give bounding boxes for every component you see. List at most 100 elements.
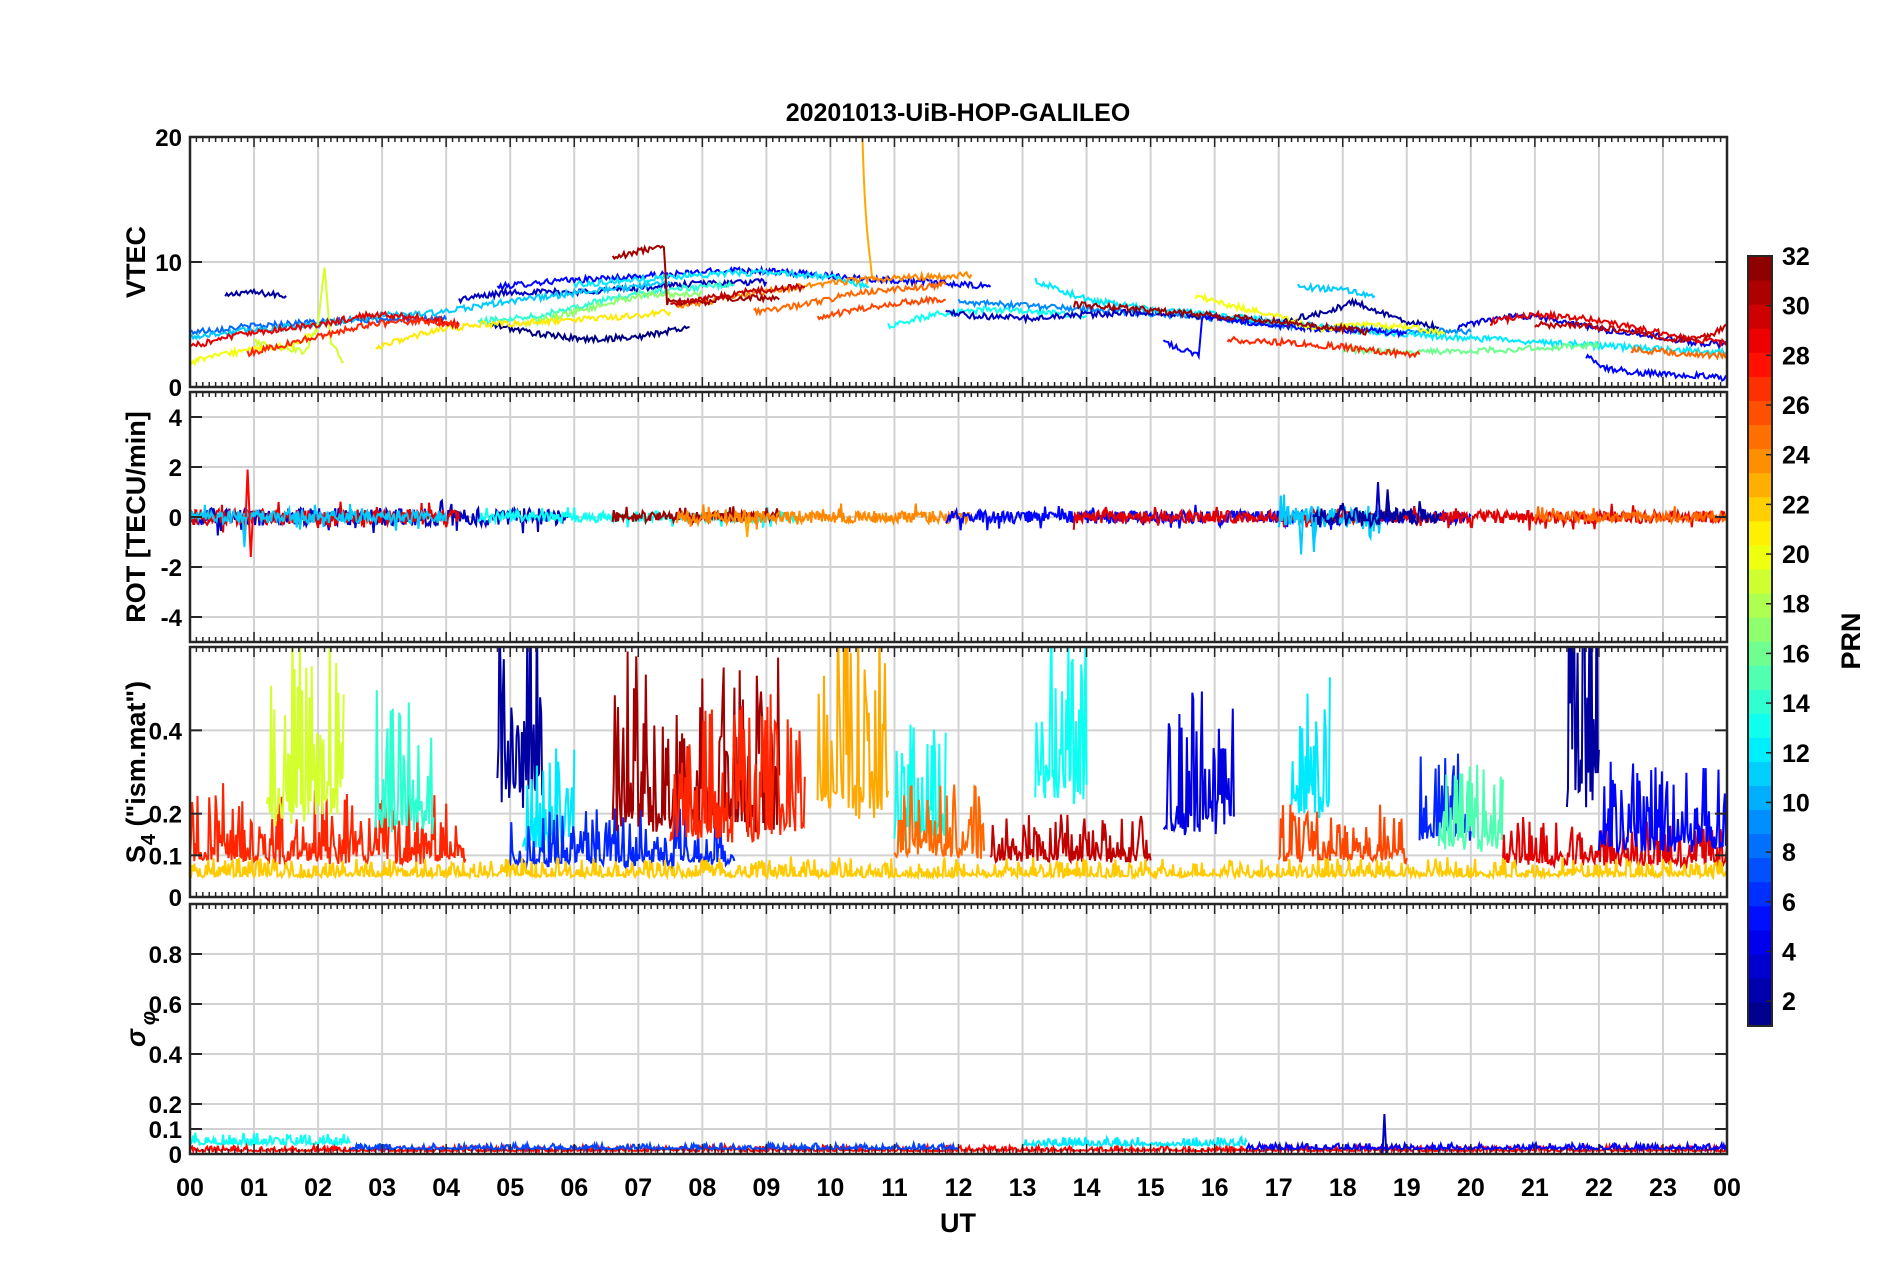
- colorbar-segment: [1748, 304, 1772, 329]
- s4-series-prn-23: [816, 647, 890, 819]
- x-tick-label: 17: [1265, 1174, 1293, 1202]
- colorbar-segment: [1748, 881, 1772, 907]
- rot-spike-prn-11: [1298, 516, 1304, 555]
- s4-series-prn-26: [1277, 804, 1408, 866]
- x-tick-label: 23: [1649, 1174, 1677, 1202]
- colorbar-segment: [1748, 616, 1772, 642]
- s4-series-prn-27: [669, 694, 806, 844]
- vtec-series-prn-25: [1630, 344, 1727, 361]
- colorbar-segment: [1748, 280, 1772, 305]
- s4-series-prn-5: [1597, 761, 1727, 855]
- sigma_phi-series-prn-12: [1021, 1134, 1248, 1150]
- y-tick-label: -2: [161, 555, 182, 582]
- colorbar-segment: [1748, 689, 1772, 714]
- colorbar-segment: [1748, 761, 1772, 786]
- y-tick-label: 0.1: [149, 843, 182, 870]
- y-tick-label: 4: [169, 405, 183, 432]
- y-axis-label-rot: ROT [TECU/min]: [121, 411, 151, 622]
- colorbar-tick-label: 28: [1782, 342, 1810, 370]
- y-axis-label-s4: S4 ("ism.mat"): [121, 681, 160, 863]
- colorbar-tick-label: 26: [1782, 392, 1810, 420]
- chart-title: 20201013-UiB-HOP-GALILEO: [786, 99, 1131, 127]
- vtec-series-prn-30: [669, 282, 805, 308]
- panel-frame: [188, 902, 1729, 1156]
- vtec-series-prn-27: [246, 316, 460, 358]
- y-axis-label-vtec: VTEC: [121, 226, 151, 298]
- sigma_phi-spike-prn-3: [1381, 1113, 1388, 1154]
- y-tick-label: 0.2: [149, 1092, 182, 1119]
- x-tick-label: 01: [240, 1174, 268, 1202]
- colorbar-segment: [1748, 833, 1772, 859]
- x-tick-label: 10: [817, 1174, 845, 1202]
- x-tick-label: 15: [1137, 1174, 1165, 1202]
- colorbar-segment: [1748, 785, 1772, 811]
- s4-series-prn-2: [496, 647, 544, 808]
- rot-spike-prn-28: [247, 516, 254, 558]
- y-tick-label: 0: [169, 1142, 182, 1169]
- colorbar-tick-label: 4: [1782, 938, 1796, 966]
- colorbar-segment: [1748, 905, 1772, 931]
- x-tick-label: 02: [304, 1174, 332, 1202]
- s4-series-prn-13: [1034, 647, 1088, 805]
- rot-spike-prn-3: [1375, 481, 1381, 518]
- y-tick-label: 0: [169, 885, 182, 912]
- s4-series-prn-2: [1565, 647, 1600, 808]
- colorbar-segment: [1748, 520, 1772, 546]
- x-tick-label: 04: [432, 1174, 460, 1202]
- colorbar-segment: [1748, 544, 1772, 570]
- rot-spike-prn-2: [1384, 489, 1391, 518]
- colorbar-segment: [1748, 568, 1772, 594]
- colorbar-segment: [1748, 352, 1772, 377]
- y-tick-label: 10: [155, 250, 182, 277]
- panel-s4: 0 0.1 0.2 0.4S4 ("ism.mat"): [121, 645, 1729, 912]
- s4-series-prn-12: [1290, 677, 1331, 819]
- vtec-series-prn-5: [1585, 353, 1727, 383]
- series-group: [190, 647, 1727, 881]
- y-tick-label: 0.4: [149, 1042, 183, 1069]
- colorbar-tick-label: 2: [1782, 988, 1796, 1016]
- rot-spike-prn-11: [1311, 516, 1317, 553]
- s4-series-prn-22: [190, 856, 1727, 881]
- colorbar-tick-label: 8: [1782, 839, 1796, 867]
- colorbar-segment: [1748, 857, 1772, 883]
- vtec-series-prn-2: [1277, 297, 1440, 331]
- colorbar-segment: [1748, 929, 1772, 955]
- colorbar-segment: [1748, 1001, 1772, 1027]
- y-tick-label: 0.8: [149, 942, 182, 969]
- colorbar-label: PRN: [1836, 612, 1866, 669]
- vtec-series-prn-17: [522, 288, 703, 328]
- series-group: [190, 137, 1727, 383]
- sigma_phi-series-prn-13: [190, 1132, 351, 1148]
- x-tick-label: 11: [881, 1174, 908, 1202]
- colorbar-segment: [1748, 953, 1772, 979]
- colorbar-tick-label: 18: [1782, 591, 1810, 619]
- rot-spike-prn-23: [744, 516, 751, 538]
- x-tick-label: 14: [1073, 1174, 1101, 1202]
- colorbar-segment: [1748, 448, 1772, 474]
- colorbar-tick-label: 22: [1782, 491, 1810, 519]
- panel-frame: [188, 390, 1729, 644]
- y-tick-label: 2: [169, 455, 182, 482]
- panel-frame: [188, 135, 1729, 389]
- vtec-series-prn-16: [1342, 339, 1600, 357]
- rot-series-prn-25: [1533, 506, 1727, 526]
- rot-series-prn-11: [190, 503, 448, 531]
- x-tick-label: 05: [496, 1174, 524, 1202]
- vtec-series-prn-12: [573, 267, 869, 292]
- x-tick-label: 03: [368, 1174, 396, 1202]
- colorbar-segment: [1748, 472, 1772, 498]
- colorbar-segment: [1748, 328, 1772, 353]
- x-tick-labels: 00 01 02 03 04 05 06 07 08 09 10 11 12 13 14 15 16 17 18 19…: [176, 1174, 1741, 1202]
- s4-series-prn-25: [893, 784, 986, 859]
- colorbar-tick-label: 14: [1782, 690, 1810, 718]
- y-tick-label: 0.4: [149, 718, 183, 745]
- vtec-series-prn-14: [477, 279, 735, 327]
- s4-series-prn-19: [265, 647, 345, 826]
- series-group: [190, 469, 1727, 558]
- colorbar-segment: [1748, 809, 1772, 835]
- colorbar-tick-label: 30: [1782, 293, 1810, 321]
- vtec-series-prn-27: [1226, 335, 1421, 360]
- colorbar-segment: [1748, 400, 1772, 426]
- colorbar-segment: [1748, 424, 1772, 450]
